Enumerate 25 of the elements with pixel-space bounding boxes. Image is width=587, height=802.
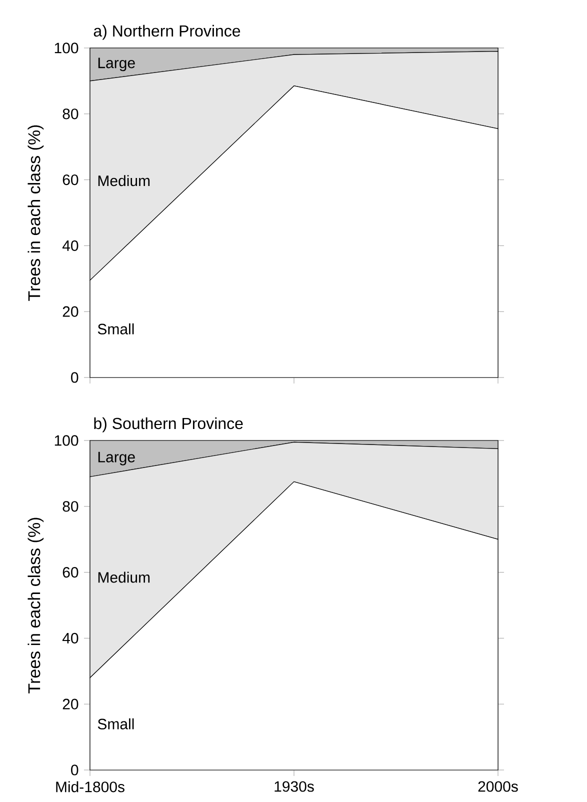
y-tick-label: 20 — [62, 698, 78, 710]
y-axis-title: Trees in each class (%) — [28, 125, 44, 301]
series-label: Medium — [98, 175, 150, 186]
series-label: Large — [98, 58, 135, 72]
series-label: Medium — [98, 572, 150, 583]
y-tick-label: 0 — [71, 372, 78, 383]
y-tick-label: 20 — [62, 306, 78, 317]
y-tick-label: 60 — [62, 566, 78, 578]
y-tick-label: 80 — [62, 108, 78, 120]
x-tick-label: 1930s — [274, 781, 314, 792]
y-tick-label: 100 — [54, 42, 78, 54]
y-tick-label: 40 — [62, 632, 78, 644]
y-tick-label: 0 — [71, 764, 78, 776]
y-tick-label: 40 — [62, 240, 78, 251]
y-tick-label: 100 — [54, 435, 78, 446]
series-label: Small — [98, 718, 134, 730]
y-tick-label: 80 — [62, 501, 78, 512]
chart-title: b) Southern Province — [94, 417, 243, 432]
y-axis-title: Trees in each class (%) — [28, 518, 44, 694]
chart-title: a) Northern Province — [94, 24, 240, 40]
y-tick-label: 60 — [62, 174, 78, 186]
x-tick-label: 2000s — [478, 781, 518, 792]
series-label: Small — [98, 323, 134, 334]
x-tick-label: Mid-1800s — [56, 781, 124, 792]
series-label: Large — [98, 452, 135, 466]
